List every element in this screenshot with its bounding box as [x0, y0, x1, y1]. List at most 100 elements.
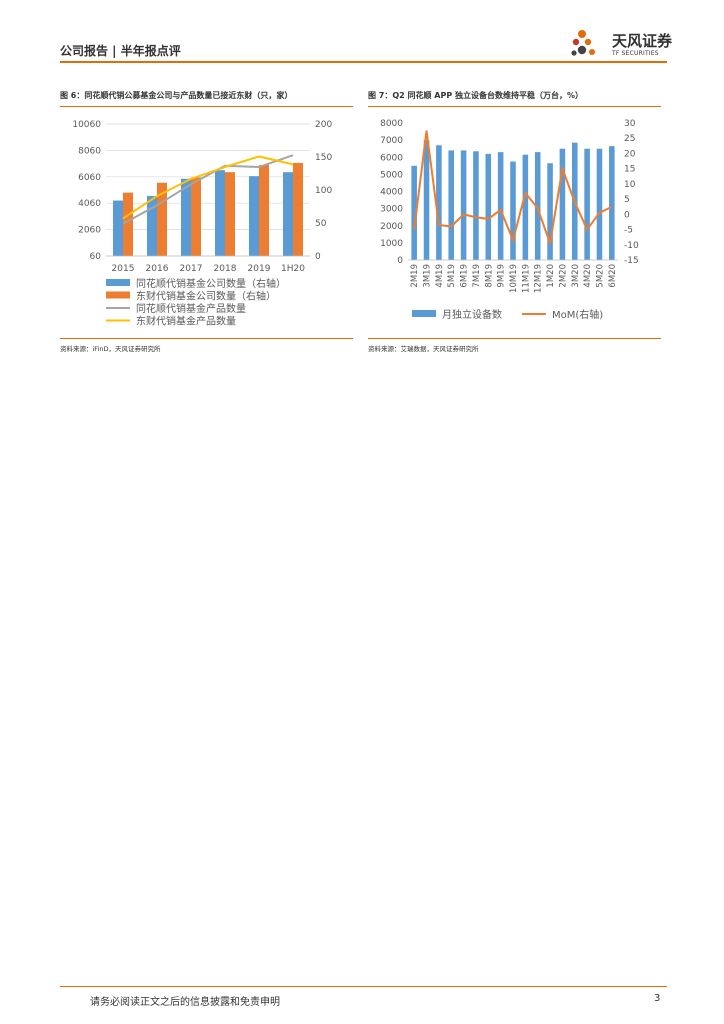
bar-ths-companies — [283, 172, 293, 256]
figure6-title-rule — [60, 106, 353, 107]
y-right-tick: 25 — [624, 134, 635, 144]
bar-ef-companies — [259, 164, 269, 256]
figure7-bottom-rule — [368, 338, 661, 339]
x-tick-label: 11M19 — [521, 264, 531, 293]
bar-ths-companies — [147, 195, 157, 256]
y-left-tick: 10060 — [72, 120, 101, 130]
y-left-tick: 8000 — [380, 119, 403, 129]
y-left-tick: 60 — [90, 252, 102, 262]
x-tick-label: 4M19 — [435, 264, 445, 288]
figure6-title: 图 6：同花顺代销公募基金公司与产品数量已接近东财（只，家） — [60, 91, 293, 100]
y-right-tick: 30 — [624, 119, 636, 129]
x-tick-label: 2019 — [248, 264, 271, 274]
bar-monthly-devices — [609, 146, 615, 260]
bar-monthly-devices — [534, 152, 541, 260]
x-tick-label: 2015 — [112, 264, 135, 274]
y-right-tick: 10 — [624, 180, 636, 190]
y-left-tick: 1000 — [380, 239, 403, 249]
x-tick-label: 8M19 — [484, 264, 494, 288]
bar-monthly-devices — [485, 153, 492, 260]
figure7-title: 图 7：Q2 同花顺 APP 独立设备台数维持平稳（万台，%） — [368, 91, 584, 100]
legend-label: 同花顺代销基金公司数量（右轴） — [136, 277, 286, 290]
x-tick-label: 2M20 — [558, 264, 568, 288]
y-left-tick: 6000 — [380, 153, 403, 163]
x-tick-label: 2016 — [146, 264, 169, 274]
y-left-tick: 8060 — [78, 146, 101, 156]
x-tick-label: 5M20 — [595, 264, 605, 288]
x-tick-label: 3M19 — [423, 264, 433, 288]
legend-swatch — [106, 279, 130, 286]
y-right-tick: 150 — [315, 153, 332, 163]
bar-ths-companies — [181, 178, 191, 256]
line-mom — [413, 130, 613, 244]
x-tick-label: 4M20 — [583, 264, 593, 288]
bar-monthly-devices — [596, 148, 603, 260]
y-right-tick: 5 — [624, 195, 630, 205]
bar-monthly-devices — [510, 161, 516, 260]
x-tick-label: 1H20 — [281, 264, 305, 274]
figure6-source: 资料来源：iFinD，天风证券研究所 — [60, 345, 161, 353]
bar-monthly-devices — [423, 140, 430, 260]
y-right-tick: 50 — [315, 219, 327, 229]
bar-monthly-devices — [559, 148, 566, 260]
y-left-tick: 7000 — [380, 136, 403, 146]
legend-swatch — [106, 291, 130, 299]
legend-label: 东财代销基金产品数量 — [136, 315, 236, 328]
x-tick-label: 6M20 — [608, 264, 618, 288]
legend-label: 月独立设备数 — [442, 308, 502, 321]
bar-monthly-devices — [448, 150, 455, 260]
x-tick-label: 10M19 — [509, 264, 519, 293]
y-right-tick: 20 — [624, 149, 636, 159]
y-left-tick: 0 — [397, 256, 403, 266]
y-left-tick: 4060 — [78, 199, 101, 209]
bar-ths-companies — [113, 200, 123, 256]
x-tick-label: 6M19 — [460, 264, 470, 288]
footer-disclaimer: 请务必阅读正文之后的信息披露和免责申明 — [90, 997, 280, 1008]
bar-ef-companies — [123, 192, 133, 256]
legend-label: 同花顺代销基金产品数量 — [136, 302, 246, 315]
page-header-breadcrumb: 公司报告 | 半年报点评 — [60, 44, 181, 58]
bar-monthly-devices — [473, 151, 479, 260]
bar-monthly-devices — [547, 163, 553, 260]
header-rule — [60, 61, 667, 63]
legend-label: MoM(右轴) — [552, 308, 603, 321]
y-left-tick: 2000 — [380, 222, 403, 232]
bar-ef-companies — [191, 177, 201, 256]
figure7-title-rule — [368, 106, 661, 107]
y-left-tick: 2060 — [78, 226, 101, 236]
brand-name-en: TF SECURITIES — [612, 50, 659, 57]
footer-rule — [60, 986, 667, 987]
x-tick-label: 1M20 — [546, 264, 556, 288]
line-ths-products — [122, 154, 294, 225]
x-tick-label: 9M19 — [497, 264, 507, 288]
y-right-tick: -15 — [624, 256, 639, 266]
bar-monthly-devices — [436, 145, 442, 260]
chart-app-devices: 0 1000 2000 3000 4000 5000 6000 7000 8000 -15 -10 -… — [380, 119, 639, 321]
bar-monthly-devices — [497, 152, 504, 260]
line-ef-products — [122, 155, 294, 220]
x-tick-label: 7M19 — [472, 264, 482, 288]
bar-ef-companies — [157, 182, 167, 256]
bar-monthly-devices — [522, 154, 529, 260]
x-tick-label: 2018 — [214, 264, 237, 274]
y-right-tick: -10 — [624, 241, 639, 251]
bar-ef-companies — [225, 172, 235, 256]
y-right-tick: 200 — [315, 120, 332, 130]
x-tick-label: 12M19 — [534, 264, 544, 293]
legend-label: 东财代销基金公司数量（右轴） — [136, 290, 276, 303]
y-left-tick: 5000 — [380, 170, 403, 180]
x-tick-label: 5M19 — [447, 264, 457, 288]
bar-ths-companies — [215, 170, 225, 256]
logo-icon — [571, 30, 595, 56]
figure7-source: 资料来源：艾瑞数据，天风证券研究所 — [368, 345, 479, 353]
bar-ths-companies — [249, 176, 259, 256]
bar-monthly-devices — [584, 148, 590, 260]
y-left-tick: 3000 — [380, 205, 403, 215]
y-right-tick: -5 — [624, 226, 633, 236]
y-right-tick: 15 — [624, 165, 635, 175]
y-left-tick: 4000 — [380, 188, 403, 198]
x-tick-label: 3M20 — [571, 264, 581, 288]
figure6-bottom-rule — [60, 338, 353, 339]
bar-ef-companies — [293, 162, 303, 256]
legend-swatch — [412, 310, 436, 317]
